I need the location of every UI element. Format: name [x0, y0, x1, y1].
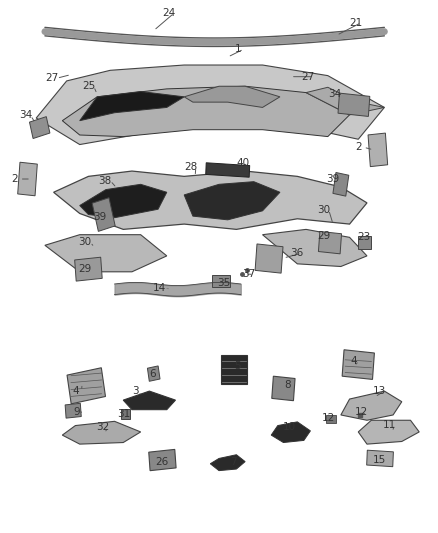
Text: 27: 27: [45, 73, 58, 83]
Polygon shape: [123, 391, 176, 410]
Polygon shape: [62, 421, 141, 444]
Bar: [326, 415, 336, 423]
Text: 39: 39: [326, 174, 339, 184]
Bar: [67, 368, 106, 404]
Text: 34: 34: [19, 110, 32, 120]
Polygon shape: [341, 391, 402, 420]
Bar: [333, 173, 349, 196]
Text: 31: 31: [117, 409, 131, 419]
Bar: [221, 356, 247, 384]
Text: 21: 21: [350, 18, 363, 28]
Text: 34: 34: [328, 89, 341, 99]
Text: 28: 28: [184, 162, 198, 172]
Text: 30: 30: [78, 237, 92, 247]
Polygon shape: [80, 92, 184, 120]
Text: 10: 10: [283, 422, 296, 432]
Text: 9: 9: [73, 407, 80, 417]
Bar: [272, 376, 295, 401]
Text: 5: 5: [234, 361, 240, 370]
Text: 37: 37: [242, 270, 255, 279]
Text: 30: 30: [317, 205, 330, 215]
Bar: [18, 162, 37, 196]
Polygon shape: [80, 184, 167, 217]
Text: 2: 2: [355, 142, 362, 152]
Bar: [367, 450, 393, 467]
Bar: [148, 366, 160, 381]
Text: 36: 36: [290, 248, 303, 259]
Text: 11: 11: [383, 419, 396, 430]
Bar: [92, 198, 115, 231]
Polygon shape: [184, 86, 280, 108]
Polygon shape: [53, 171, 367, 229]
Text: 23: 23: [357, 232, 370, 242]
Text: 1: 1: [235, 44, 242, 54]
Text: 8: 8: [284, 380, 291, 390]
Bar: [212, 275, 230, 287]
Bar: [368, 133, 388, 167]
Polygon shape: [62, 86, 350, 136]
Text: 27: 27: [302, 71, 315, 82]
Polygon shape: [210, 455, 245, 471]
Text: 14: 14: [152, 282, 166, 293]
Bar: [255, 244, 283, 273]
Text: 13: 13: [373, 386, 386, 396]
Text: 40: 40: [237, 158, 250, 168]
Polygon shape: [262, 229, 367, 266]
Text: 2: 2: [11, 174, 18, 184]
Text: 15: 15: [373, 455, 386, 464]
Polygon shape: [184, 182, 280, 220]
Bar: [338, 93, 370, 116]
Polygon shape: [271, 422, 311, 442]
Text: 3: 3: [132, 386, 139, 396]
Bar: [318, 231, 342, 254]
Text: 39: 39: [93, 212, 106, 222]
Bar: [29, 117, 50, 139]
Text: 7: 7: [230, 457, 236, 466]
Text: 24: 24: [162, 8, 176, 18]
Text: 6: 6: [149, 369, 156, 378]
Bar: [206, 163, 250, 177]
Bar: [342, 350, 374, 379]
Bar: [74, 257, 102, 281]
Bar: [358, 236, 371, 249]
Polygon shape: [36, 65, 385, 144]
Text: 26: 26: [155, 457, 168, 466]
Bar: [65, 403, 81, 418]
Text: 29: 29: [78, 264, 92, 273]
Polygon shape: [358, 420, 419, 444]
Text: 32: 32: [96, 422, 110, 432]
Text: 35: 35: [218, 278, 231, 288]
Text: 12: 12: [355, 407, 368, 417]
Text: 12: 12: [322, 413, 336, 423]
Text: 4: 4: [73, 386, 80, 396]
Text: 29: 29: [318, 231, 331, 241]
Bar: [121, 409, 130, 419]
Text: 38: 38: [99, 175, 112, 185]
Text: 25: 25: [82, 81, 95, 91]
Bar: [149, 449, 176, 471]
Text: 4: 4: [350, 356, 357, 366]
Polygon shape: [306, 87, 385, 115]
Polygon shape: [45, 235, 167, 272]
